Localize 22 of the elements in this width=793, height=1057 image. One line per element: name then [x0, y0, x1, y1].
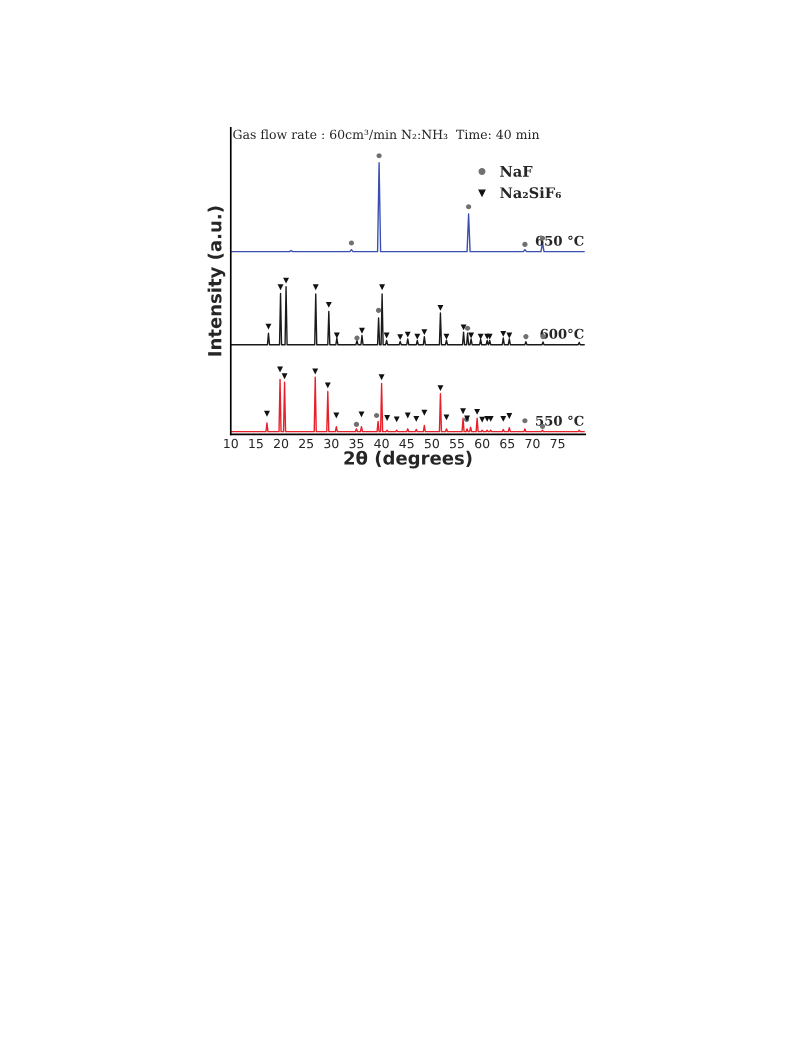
series-label: 550 °C — [536, 415, 584, 426]
series-label: 600°C — [540, 328, 584, 339]
x-tick-label: 55 — [450, 438, 464, 449]
legend-label: Na₂SiF₆ — [500, 186, 562, 199]
x-tick-label: 45 — [399, 438, 414, 449]
x-tick-label: 20 — [274, 438, 289, 449]
x-tick-label: 70 — [525, 438, 540, 449]
y-axis-title: Intensity (a.u.) — [207, 206, 226, 356]
x-tick-label: 25 — [299, 438, 314, 449]
x-tick-label: 50 — [424, 438, 439, 449]
x-tick-label: 40 — [374, 438, 389, 449]
x-tick-label: 15 — [249, 438, 263, 449]
series-label: 650 °C — [535, 235, 584, 246]
chart-title: Gas flow rate : 60cm³/min N₂:NH₃ Time: 40 min — [233, 129, 540, 141]
x-tick-label: 35 — [349, 438, 364, 449]
legend-label: NaF — [500, 165, 533, 177]
x-tick-label: 75 — [550, 438, 565, 449]
x-axis-title: 2θ (degrees) — [344, 450, 472, 469]
x-tick-label: 65 — [500, 438, 515, 449]
x-tick-label: 30 — [324, 438, 339, 449]
x-tick-label: 60 — [475, 438, 490, 449]
x-tick-label: 10 — [224, 438, 238, 449]
